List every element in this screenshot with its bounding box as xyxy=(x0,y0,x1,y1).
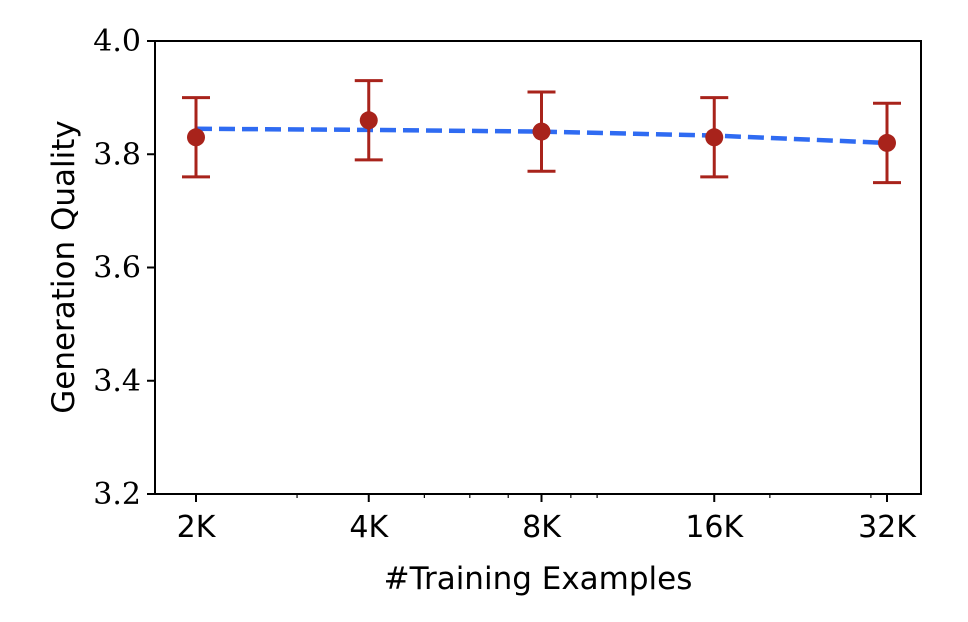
data-point-3 xyxy=(705,128,724,147)
x-tick-label-0: 2K xyxy=(177,510,217,545)
y-tick-label-3: 3.8 xyxy=(93,137,141,172)
x-tick-label-4: 32K xyxy=(858,510,917,545)
y-axis-title: Generation Quality xyxy=(46,120,82,414)
data-point-0 xyxy=(187,128,205,147)
x-tick-label-1: 4K xyxy=(349,510,389,545)
x-tick-label-3: 16K xyxy=(685,510,744,545)
plot-frame xyxy=(154,40,922,495)
y-tick-label-0: 3.2 xyxy=(93,477,141,512)
x-axis-title: #Training Examples xyxy=(384,561,693,597)
x-tick-label-2: 8K xyxy=(522,510,562,545)
data-point-4 xyxy=(878,133,896,152)
y-tick-label-4: 4.0 xyxy=(93,24,141,59)
y-tick-label-1: 3.4 xyxy=(93,364,141,399)
y-tick-label-2: 3.6 xyxy=(93,251,141,286)
data-point-2 xyxy=(532,122,551,141)
data-point-1 xyxy=(359,111,378,130)
